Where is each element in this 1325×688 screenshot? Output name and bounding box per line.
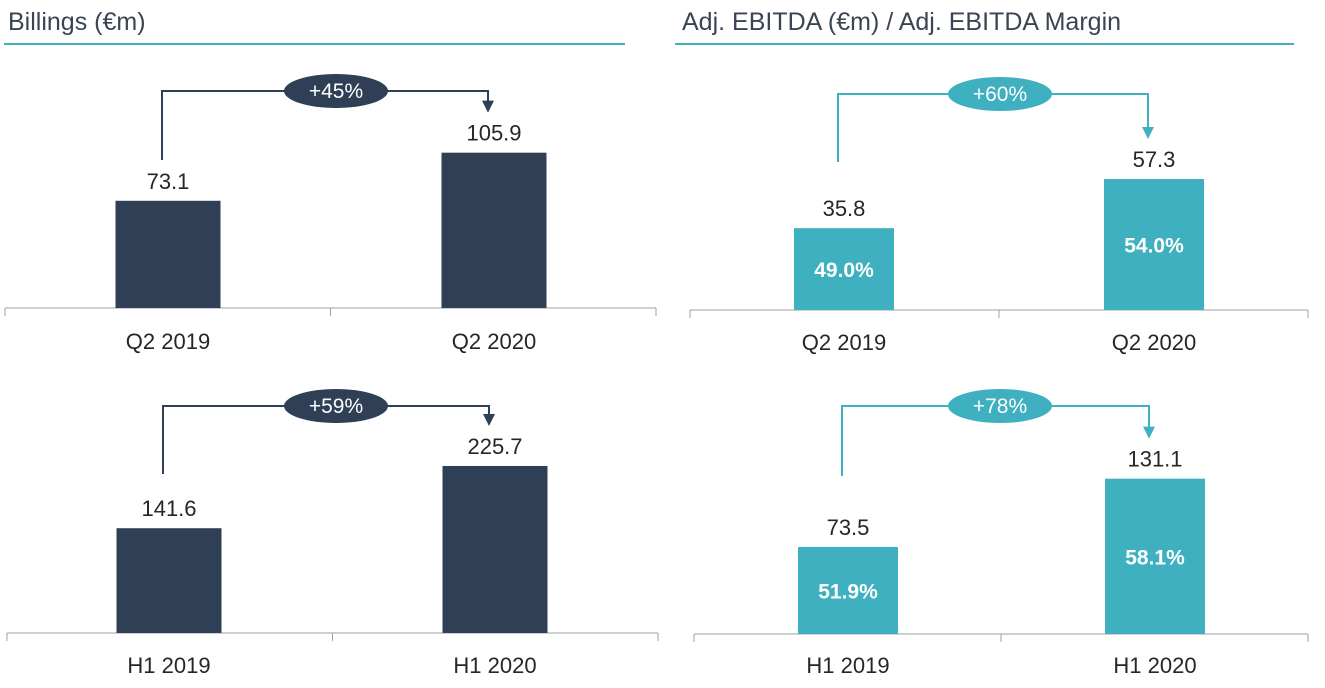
bar-value-label: 131.1 [1127,447,1182,472]
category-label: H1 2019 [127,653,210,678]
ebitda-title-rule [675,43,1294,45]
bar [115,200,221,308]
category-label: Q2 2019 [802,330,886,355]
bar [798,546,898,634]
ebitda-title: Adj. EBITDA (€m) / Adj. EBITDA Margin [682,8,1122,36]
margin-label: 58.1% [1125,546,1185,569]
category-label: H1 2020 [453,653,536,678]
growth-label: +60% [973,83,1027,106]
growth-arrowhead [1143,426,1155,439]
growth-badge [284,74,388,108]
category-label: Q2 2019 [126,329,210,354]
bar-value-label: 35.8 [823,196,866,221]
bar-value-label: 141.6 [141,496,196,521]
bar [442,465,548,633]
category-label: Q2 2020 [452,329,536,354]
bar-value-label: 73.5 [827,515,870,540]
bar-value-label: 105.9 [466,121,521,146]
margin-label: 51.9% [818,580,878,603]
growth-badge [948,389,1052,423]
bar [441,152,547,308]
category-label: H1 2020 [1113,653,1196,678]
bar [1104,179,1204,310]
growth-arrowhead [483,413,495,426]
billings-title-rule [4,43,625,45]
bar-value-label: 57.3 [1133,147,1176,172]
bar-value-label: 73.1 [147,169,190,194]
bar-value-label: 225.7 [467,434,522,459]
growth-badge [284,389,388,423]
growth-arrowhead [1142,127,1154,140]
bar [794,228,894,310]
bar [1105,478,1205,634]
bar [116,528,222,633]
margin-label: 54.0% [1124,235,1184,258]
growth-label: +59% [309,395,363,418]
billings-title: Billings (€m) [8,8,146,36]
growth-badge [948,77,1052,111]
growth-label: +78% [973,395,1027,418]
growth-label: +45% [309,80,363,103]
category-label: H1 2019 [806,653,889,678]
category-label: Q2 2020 [1112,330,1196,355]
margin-label: 49.0% [814,259,874,282]
growth-arrowhead [482,100,494,113]
